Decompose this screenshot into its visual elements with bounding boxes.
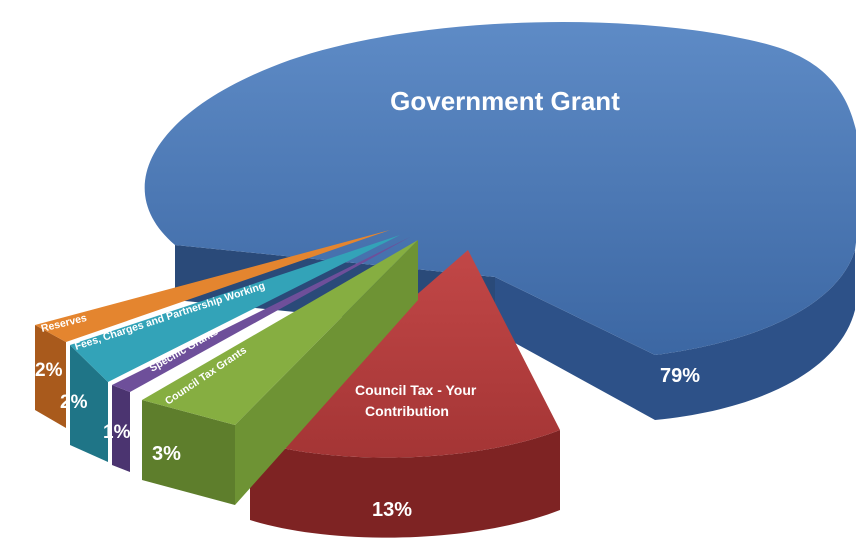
value-specific-grants: 1% — [103, 422, 131, 443]
slice-specific-grants-top — [112, 237, 410, 392]
value-council-tax-grants: 3% — [152, 443, 181, 465]
slice-fees-charges — [70, 235, 400, 462]
slice-council-tax-grants-side2 — [235, 240, 418, 505]
slice-specific-grants — [112, 237, 410, 472]
slice-fees-charges-top — [70, 235, 400, 382]
label-government-grant: Government Grant — [390, 86, 620, 116]
slice-council-tax-grants — [142, 240, 418, 505]
slice-government-grant-side-outer — [495, 250, 855, 420]
slice-council-tax-side — [250, 430, 560, 538]
value-government-grant: 79% — [660, 365, 700, 387]
slice-reserves — [35, 230, 390, 428]
slice-reserves-side — [35, 325, 66, 428]
slice-reserves-top — [35, 230, 390, 342]
label-council-tax-line2: Contribution — [365, 403, 449, 419]
slice-council-tax-grants-side — [142, 400, 235, 505]
value-fees-charges: 2% — [60, 392, 88, 413]
slice-fees-charges-side — [70, 345, 108, 462]
value-council-tax: 13% — [372, 499, 412, 521]
slice-council-tax — [250, 250, 560, 538]
slice-government-grant-top — [144, 22, 856, 355]
label-council-tax-line1: Council Tax - Your — [355, 382, 477, 398]
slice-council-tax-top — [250, 250, 560, 458]
value-reserves: 2% — [35, 360, 63, 381]
slice-council-tax-grants-top — [142, 240, 418, 425]
slice-specific-grants-side — [112, 385, 130, 472]
